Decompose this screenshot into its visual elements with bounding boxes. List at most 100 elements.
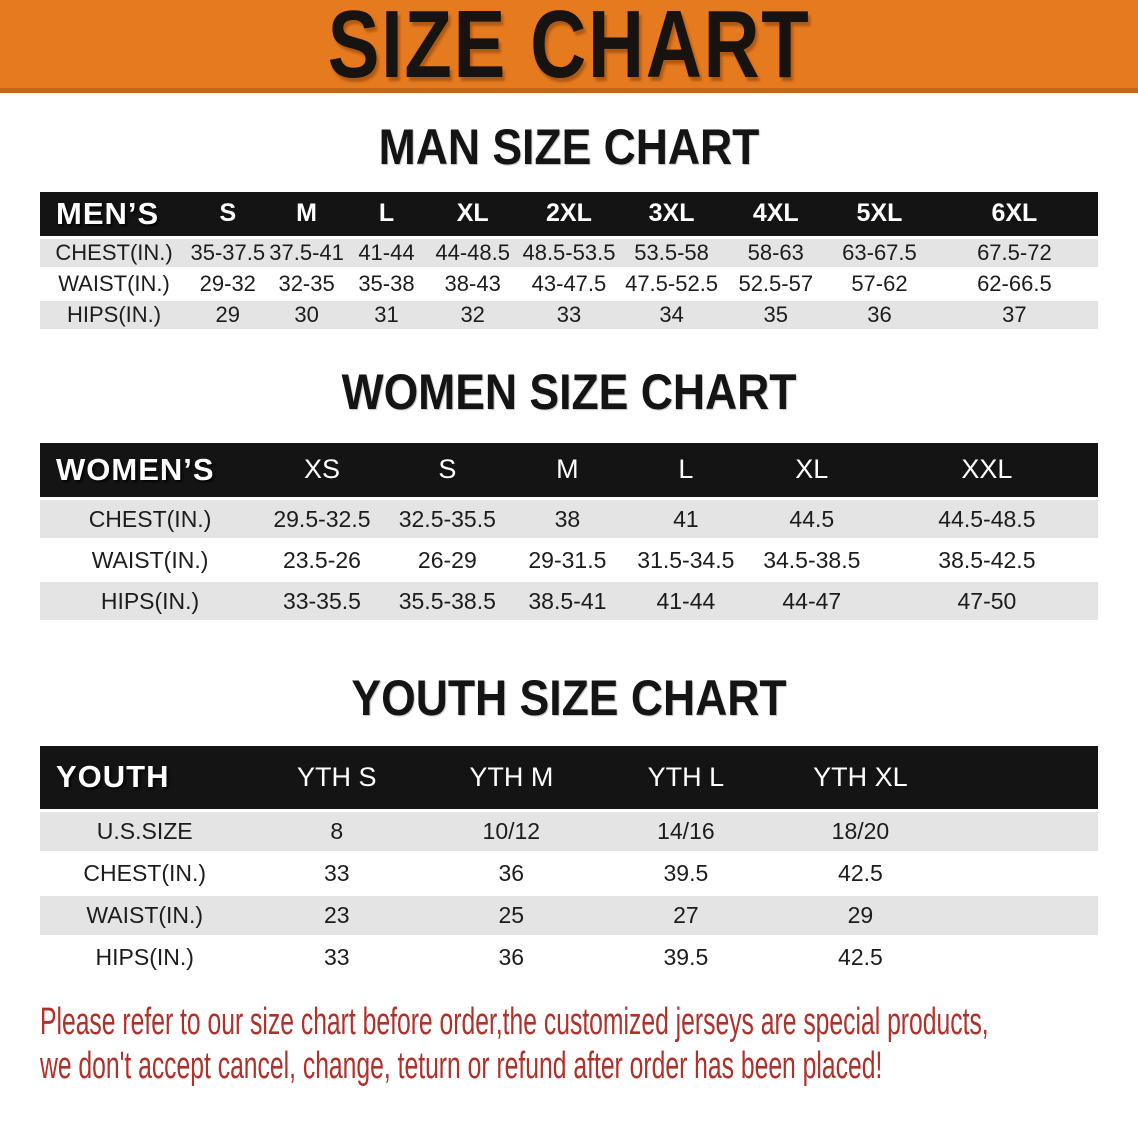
cell: 44-48.5 (427, 237, 519, 270)
cell: 29-31.5 (510, 539, 624, 582)
disclaimer-line-1: Please refer to our size chart before or… (40, 1000, 989, 1043)
cell: 58-63 (723, 237, 829, 270)
cell: 35-37.5 (188, 237, 268, 270)
cell: 43-47.5 (518, 268, 620, 301)
cell: 63-67.5 (828, 237, 931, 270)
youth-header-size-s: YTH S (249, 746, 425, 812)
cell: 37.5-41 (267, 237, 346, 270)
cell: 29-32 (188, 268, 268, 301)
men-size-table: MEN’S S M L XL 2XL 3XL 4XL 5XL 6XL CHEST… (40, 192, 1098, 332)
youth-section-heading: YOUTH SIZE CHART (351, 670, 787, 726)
cell: 44-47 (747, 580, 876, 623)
youth-hips-row: HIPS(IN.) 33 36 39.5 42.5 (40, 936, 1098, 980)
cell-filler (947, 810, 1098, 854)
cell-filler (947, 936, 1098, 980)
men-header-size-2xl: 2XL (518, 192, 620, 239)
women-header-label: WOMEN’S (40, 442, 261, 500)
cell: 37 (930, 299, 1098, 332)
cell: 18/20 (773, 810, 948, 854)
cell: 41 (624, 498, 748, 541)
women-header-row: WOMEN’S XS S M L XL XXL (40, 442, 1098, 500)
cell: 41-44 (624, 580, 748, 623)
youth-header-row: YOUTH YTH S YTH M YTH L YTH XL (40, 746, 1098, 812)
cell: 38 (510, 498, 624, 541)
banner: SIZE CHART (0, 0, 1138, 93)
cell: 38.5-41 (510, 580, 624, 623)
cell: 38-43 (427, 268, 519, 301)
youth-header-size-m: YTH M (424, 746, 599, 812)
cell: 39.5 (598, 936, 774, 980)
row-label: HIPS(IN.) (40, 580, 261, 623)
youth-header-size-xl: YTH XL (773, 746, 948, 812)
cell: 31 (345, 299, 428, 332)
cell: 42.5 (773, 852, 948, 896)
cell: 31.5-34.5 (624, 539, 748, 582)
cell-filler (947, 852, 1098, 896)
row-label: WAIST(IN.) (40, 268, 189, 301)
cell: 33 (518, 299, 620, 332)
cell: 25 (424, 894, 599, 938)
cell: 32-35 (267, 268, 346, 301)
women-section-heading: WOMEN SIZE CHART (341, 363, 797, 420)
men-section-heading: MAN SIZE CHART (378, 119, 760, 175)
cell: 36 (424, 936, 599, 980)
row-label: U.S.SIZE (40, 810, 250, 854)
cell: 23.5-26 (260, 539, 384, 582)
row-label: HIPS(IN.) (40, 299, 189, 332)
women-header-size-xl: XL (747, 442, 876, 500)
men-header-size-s: S (188, 192, 268, 239)
men-header-size-l: L (345, 192, 428, 239)
row-label: WAIST(IN.) (40, 539, 261, 582)
men-header-size-6xl: 6XL (930, 192, 1098, 239)
cell: 33 (249, 852, 425, 896)
cell: 42.5 (773, 936, 948, 980)
women-header-size-s: S (383, 442, 511, 500)
cell: 27 (598, 894, 774, 938)
row-label: CHEST(IN.) (40, 852, 250, 896)
cell: 8 (249, 810, 425, 854)
row-label: WAIST(IN.) (40, 894, 250, 938)
men-header-size-xl: XL (427, 192, 519, 239)
cell: 29.5-32.5 (260, 498, 384, 541)
cell: 26-29 (383, 539, 511, 582)
men-hips-row: HIPS(IN.) 29 30 31 32 33 34 35 36 37 (40, 299, 1098, 332)
women-header-size-xs: XS (260, 442, 384, 500)
youth-waist-row: WAIST(IN.) 23 25 27 29 (40, 894, 1098, 938)
cell: 67.5-72 (930, 237, 1098, 270)
disclaimer-line-2: we don't accept cancel, change, teturn o… (40, 1044, 883, 1087)
men-header-size-5xl: 5XL (828, 192, 931, 239)
men-header-size-m: M (267, 192, 346, 239)
cell: 14/16 (598, 810, 774, 854)
men-header-size-3xl: 3XL (619, 192, 724, 239)
cell: 33 (249, 936, 425, 980)
cell: 62-66.5 (930, 268, 1098, 301)
cell: 32.5-35.5 (383, 498, 511, 541)
cell: 38.5-42.5 (875, 539, 1098, 582)
cell: 47-50 (875, 580, 1098, 623)
cell: 52.5-57 (723, 268, 829, 301)
youth-ussize-row: U.S.SIZE 8 10/12 14/16 18/20 (40, 810, 1098, 854)
youth-chest-row: CHEST(IN.) 33 36 39.5 42.5 (40, 852, 1098, 896)
women-waist-row: WAIST(IN.) 23.5-26 26-29 29-31.5 31.5-34… (40, 539, 1098, 582)
cell: 47.5-52.5 (619, 268, 724, 301)
youth-header-label: YOUTH (40, 746, 250, 812)
cell: 41-44 (345, 237, 428, 270)
women-size-table: WOMEN’S XS S M L XL XXL CHEST(IN.) 29.5-… (40, 442, 1098, 623)
cell: 39.5 (598, 852, 774, 896)
cell: 35-38 (345, 268, 428, 301)
men-chest-row: CHEST(IN.) 35-37.5 37.5-41 41-44 44-48.5… (40, 237, 1098, 270)
cell: 57-62 (828, 268, 931, 301)
cell: 36 (828, 299, 931, 332)
men-waist-row: WAIST(IN.) 29-32 32-35 35-38 38-43 43-47… (40, 268, 1098, 301)
cell-filler (947, 894, 1098, 938)
cell: 53.5-58 (619, 237, 724, 270)
men-header-label: MEN’S (40, 192, 189, 239)
men-header-row: MEN’S S M L XL 2XL 3XL 4XL 5XL 6XL (40, 192, 1098, 239)
cell: 33-35.5 (260, 580, 384, 623)
men-header-size-4xl: 4XL (723, 192, 829, 239)
cell: 29 (188, 299, 268, 332)
cell: 44.5-48.5 (875, 498, 1098, 541)
cell: 44.5 (747, 498, 876, 541)
youth-size-table: YOUTH YTH S YTH M YTH L YTH XL U.S.SIZE … (40, 746, 1098, 980)
cell: 48.5-53.5 (518, 237, 620, 270)
